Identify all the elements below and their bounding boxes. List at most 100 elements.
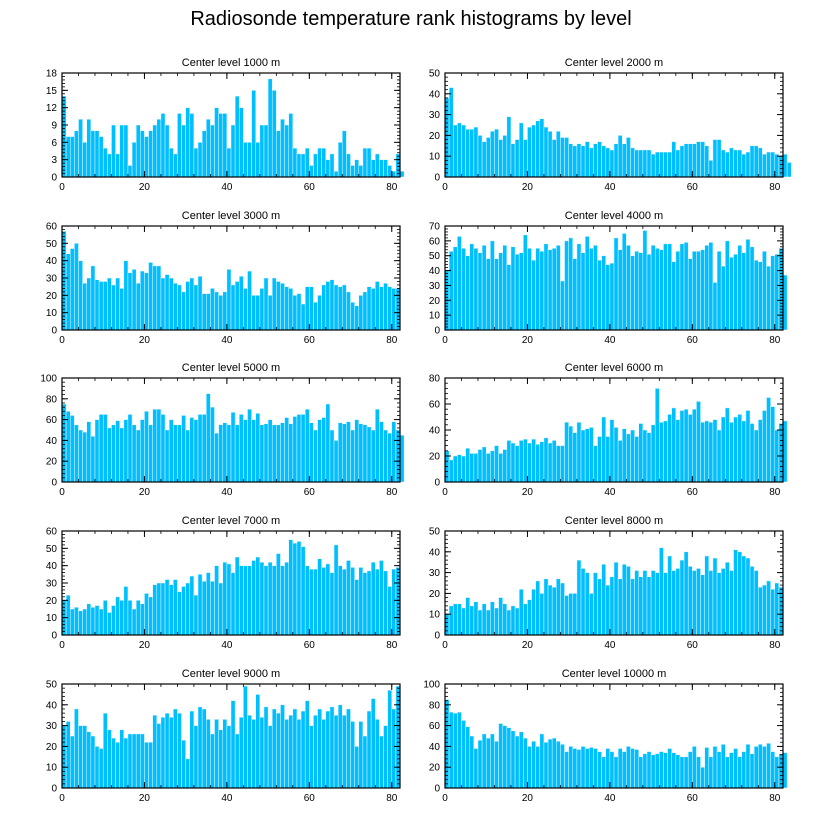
histogram-bar	[391, 170, 397, 178]
histogram-bar	[659, 249, 664, 331]
histogram-bar	[288, 113, 294, 178]
histogram-bar	[473, 601, 479, 636]
histogram-bar	[782, 274, 788, 331]
histogram-bar	[650, 754, 656, 789]
histogram-bar	[329, 572, 335, 636]
histogram-bar	[638, 756, 644, 789]
plot-frame	[444, 683, 784, 789]
histogram-bar	[358, 721, 364, 789]
histogram-bar	[325, 710, 331, 789]
histogram-bar	[477, 252, 483, 331]
histogram-bar	[490, 240, 495, 331]
histogram-bar	[259, 717, 265, 789]
histogram-bar	[300, 153, 306, 178]
histogram-bar	[135, 733, 141, 789]
histogram-bar	[342, 284, 347, 331]
x-tick-label: 20	[522, 335, 534, 346]
histogram-bar	[263, 706, 269, 789]
y-tick-label: 60	[46, 222, 58, 233]
histogram-bar	[119, 600, 125, 636]
histogram-bar	[609, 262, 615, 331]
y-tick-label: 20	[429, 131, 441, 142]
histogram-bar	[337, 565, 343, 636]
histogram-bar	[720, 149, 726, 178]
histogram-bar	[325, 563, 331, 636]
histogram-bar	[366, 570, 372, 636]
histogram-bar	[387, 689, 393, 789]
x-tick-label: 80	[386, 793, 398, 804]
histogram-bar	[86, 731, 92, 789]
histogram-bar	[86, 603, 92, 636]
histogram-bar	[725, 407, 730, 483]
x-tick-label: 40	[221, 793, 233, 804]
y-tick-label: 0	[51, 173, 57, 184]
histogram-bar	[758, 586, 763, 636]
histogram-bar	[531, 588, 536, 636]
y-tick-label: 50	[429, 251, 441, 262]
histogram-bar	[391, 421, 397, 483]
histogram-bar	[127, 733, 133, 789]
histogram-bar	[667, 151, 672, 178]
histogram-bar	[646, 751, 652, 789]
histogram-bar	[683, 242, 689, 331]
y-tick-label: 50	[46, 544, 58, 555]
histogram-bar	[148, 262, 153, 331]
histogram-bar	[148, 741, 153, 789]
histogram-bar	[733, 416, 738, 483]
histogram-bar	[452, 124, 458, 178]
histogram-bar	[82, 725, 87, 789]
histogram-bar	[704, 145, 710, 178]
histogram-bar	[173, 424, 178, 483]
histogram-bar	[675, 419, 681, 483]
histogram-bar	[510, 442, 516, 483]
histogram-bar	[490, 450, 495, 483]
histogram-bar	[448, 459, 454, 483]
histogram-bar	[65, 411, 71, 483]
histogram-bar	[733, 748, 738, 789]
histogram-bar	[267, 561, 273, 636]
histogram-bar	[494, 128, 499, 178]
histogram-bar	[481, 603, 487, 636]
histogram-bar	[687, 566, 693, 636]
y-tick-label: 20	[429, 452, 441, 463]
histogram-bar	[119, 729, 125, 789]
x-tick-label: 40	[221, 182, 233, 193]
histogram-bar	[210, 288, 215, 331]
histogram-bar	[696, 141, 701, 178]
histogram-bar	[481, 733, 487, 789]
histogram-bar	[94, 605, 100, 636]
histogram-bar	[473, 453, 479, 483]
histogram-bar	[263, 565, 269, 636]
histogram-bar	[733, 149, 738, 178]
histogram-bar	[687, 258, 693, 331]
histogram-bar	[667, 243, 672, 331]
histogram-bar	[605, 748, 611, 789]
x-tick-label: 40	[221, 335, 233, 346]
histogram-bar	[531, 259, 536, 331]
histogram-bar	[654, 753, 660, 789]
histogram-bar	[292, 295, 298, 331]
histogram-bar	[518, 588, 524, 636]
histogram-bar	[683, 408, 689, 483]
histogram-bar	[148, 130, 153, 178]
histogram-bar	[370, 429, 376, 483]
histogram-bar	[243, 419, 248, 483]
histogram-bar	[115, 420, 120, 483]
figure-title: Radiosonde temperature rank histograms b…	[190, 8, 632, 30]
histogram-bar	[193, 594, 199, 636]
histogram-bar	[580, 145, 586, 178]
histogram-bar	[366, 426, 372, 483]
y-tick-label: 0	[434, 478, 440, 489]
histogram-bar	[708, 242, 714, 331]
histogram-bar	[700, 766, 705, 789]
histogram-bar	[733, 253, 738, 331]
histogram-bar	[98, 281, 104, 331]
histogram-bar	[300, 303, 306, 331]
histogram-bar	[288, 714, 294, 789]
histogram-bar	[362, 735, 368, 789]
histogram-bar	[115, 596, 120, 636]
histogram-bar	[650, 153, 656, 178]
histogram-bar	[346, 708, 351, 789]
x-tick-label: 60	[687, 182, 699, 193]
histogram-bar	[716, 429, 722, 483]
